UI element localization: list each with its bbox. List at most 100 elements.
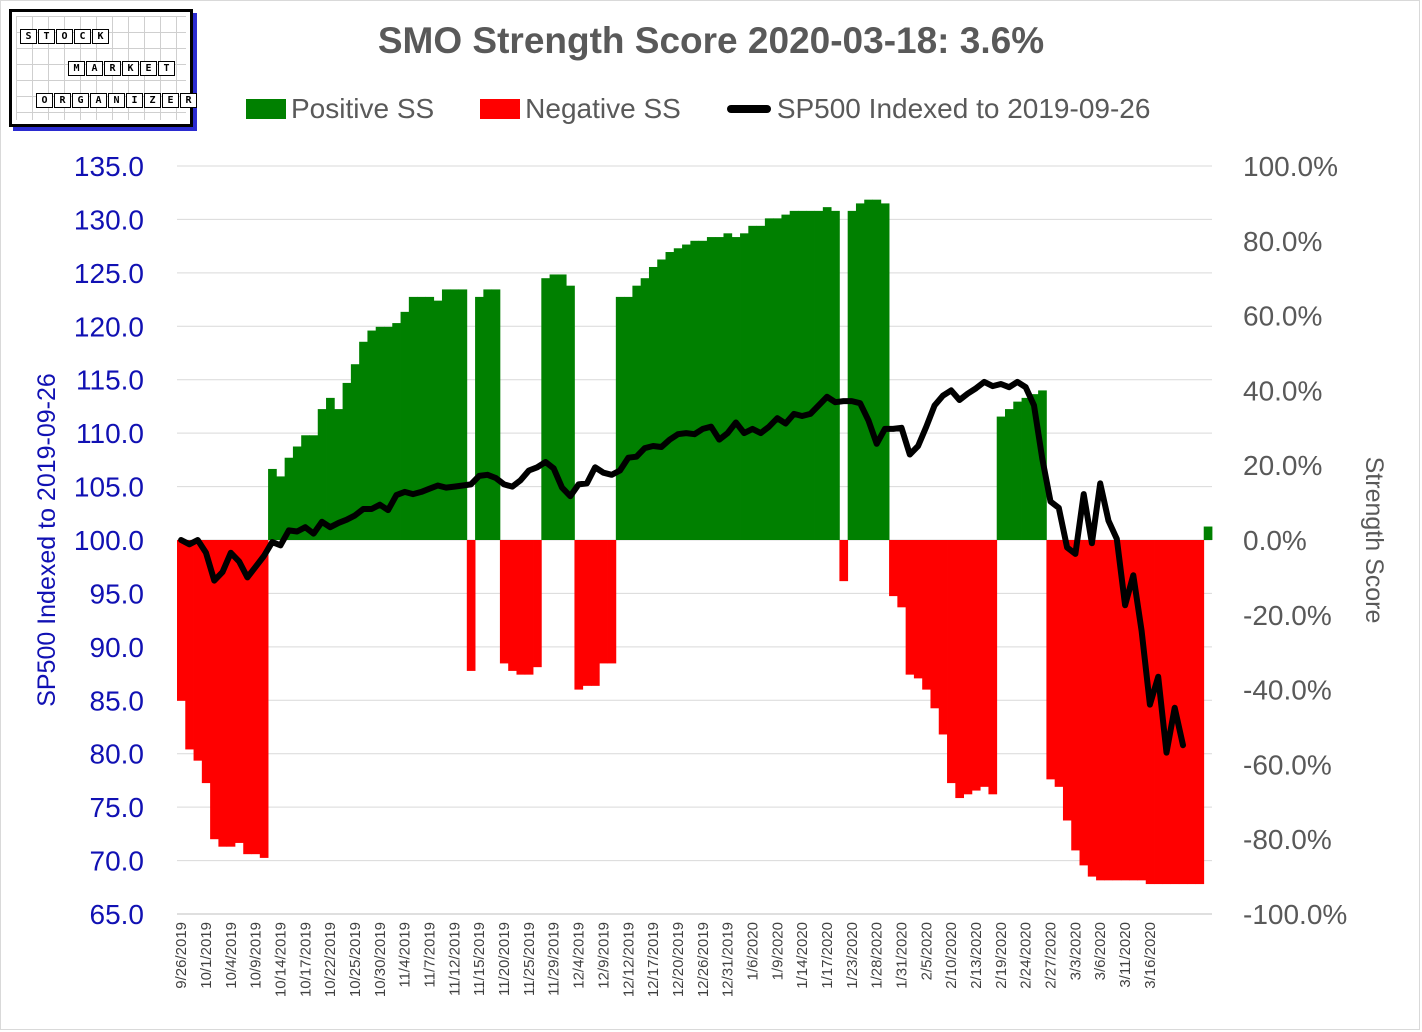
positive-ss-bar xyxy=(334,409,343,540)
x-tick-label: 10/14/2019 xyxy=(273,922,290,997)
negative-ss-bar xyxy=(905,540,915,675)
logo-letter: S xyxy=(20,29,37,44)
x-tick-label: 12/26/2019 xyxy=(695,922,712,997)
negative-ss-bar xyxy=(938,540,948,735)
y-tick-right: -100.0% xyxy=(1243,899,1347,930)
x-tick-label: 1/17/2020 xyxy=(819,922,836,989)
stock-market-organizer-logo: S T O C K M A R K E T O R G A N I Z E R xyxy=(9,9,197,127)
positive-ss-bar xyxy=(872,199,882,540)
positive-ss-bar xyxy=(731,237,741,540)
y-tick-left: 125.0 xyxy=(74,258,144,289)
logo-letter: E xyxy=(162,93,179,108)
negative-ss-bar xyxy=(607,540,617,664)
positive-ss-bar xyxy=(764,218,774,541)
y-tick-right: 20.0% xyxy=(1243,450,1322,481)
y-tick-right: 0.0% xyxy=(1243,525,1307,556)
x-tick-label: 11/25/2019 xyxy=(521,922,538,996)
x-tick-label: 12/31/2019 xyxy=(720,922,737,997)
positive-ss-bar xyxy=(880,203,890,540)
negative-ss-bar xyxy=(591,540,600,686)
positive-ss-bar xyxy=(392,323,401,540)
negative-ss-bar xyxy=(201,540,211,784)
negative-ss-bar xyxy=(234,540,244,843)
logo-row-organizer: O R G A N I Z E R xyxy=(36,93,198,108)
negative-ss-bar xyxy=(582,540,592,686)
negative-ss-bar xyxy=(1129,540,1138,881)
positive-ss-bar xyxy=(864,199,873,540)
y-tick-left: 70.0 xyxy=(90,846,145,877)
y-tick-right: 60.0% xyxy=(1243,301,1322,332)
positive-ss-bar xyxy=(541,278,550,540)
logo-letter: K xyxy=(122,61,139,76)
positive-ss-bar xyxy=(417,296,426,540)
x-tick-label: 11/7/2019 xyxy=(422,922,439,988)
negative-ss-bar xyxy=(889,540,898,597)
x-tick-label: 12/20/2019 xyxy=(670,922,687,997)
y-tick-left: 95.0 xyxy=(90,578,145,609)
positive-ss-bar xyxy=(698,240,708,541)
x-tick-label: 10/30/2019 xyxy=(372,922,389,997)
negative-ss-bar xyxy=(1046,540,1056,780)
logo-letter: R xyxy=(180,93,197,108)
x-tick-label: 10/1/2019 xyxy=(198,922,215,989)
positive-ss-bar xyxy=(400,311,410,540)
y-tick-right: -60.0% xyxy=(1243,749,1332,780)
negative-ss-bar xyxy=(930,540,940,709)
negative-ss-bar xyxy=(226,540,236,847)
legend-swatch-positive xyxy=(246,99,286,119)
positive-ss-bar xyxy=(309,435,319,540)
negative-ss-bar xyxy=(466,540,476,671)
positive-ss-bar xyxy=(814,210,824,540)
y-tick-left: 130.0 xyxy=(74,204,144,235)
y-tick-right: 40.0% xyxy=(1243,375,1322,406)
x-tick-label: 3/16/2020 xyxy=(1142,922,1159,989)
positive-ss-bar xyxy=(549,274,559,540)
positive-ss-bar xyxy=(615,296,625,540)
positive-ss-bar xyxy=(284,457,294,540)
negative-ss-bar xyxy=(913,540,923,679)
positive-ss-bar xyxy=(690,240,700,541)
positive-ss-bar xyxy=(326,397,335,540)
logo-row-stock: S T O C K xyxy=(20,29,110,44)
negative-ss-bar xyxy=(1054,540,1064,787)
logo-letter: O xyxy=(56,29,73,44)
positive-ss-bar xyxy=(748,225,757,540)
negative-ss-bar xyxy=(499,540,509,664)
positive-ss-bar xyxy=(1005,409,1014,540)
y-tick-left: 120.0 xyxy=(74,311,144,342)
negative-ss-bar xyxy=(251,540,261,855)
positive-ss-bar xyxy=(475,296,484,540)
chart-title: SMO Strength Score 2020-03-18: 3.6% xyxy=(377,20,1045,61)
positive-ss-bar xyxy=(483,289,493,540)
x-tick-label: 11/20/2019 xyxy=(496,922,513,996)
positive-ss-bar xyxy=(773,218,782,541)
negative-ss-bar xyxy=(524,540,534,675)
negative-ss-bar xyxy=(1071,540,1080,851)
logo-letter: Z xyxy=(144,93,161,108)
negative-ss-bar xyxy=(210,540,219,840)
positive-ss-bar xyxy=(301,435,310,540)
y-axis-left-label: SP500 Indexed to 2019-09-26 xyxy=(33,373,61,707)
x-tick-label: 2/13/2020 xyxy=(968,922,985,989)
logo-letter: A xyxy=(86,61,103,76)
negative-ss-bar xyxy=(971,540,981,791)
legend-label-negative: Negative SS xyxy=(525,93,681,124)
legend-item-sp500: SP500 Indexed to 2019-09-26 xyxy=(726,93,1151,125)
x-tick-label: 2/24/2020 xyxy=(1018,922,1035,989)
y-tick-left: 135.0 xyxy=(74,151,144,182)
negative-ss-bar xyxy=(1195,540,1205,885)
y-tick-right: 100.0% xyxy=(1243,151,1338,182)
legend-label-sp500: SP500 Indexed to 2019-09-26 xyxy=(776,93,1151,124)
positive-ss-bar xyxy=(317,409,327,540)
x-tick-label: 3/11/2020 xyxy=(1117,922,1134,988)
x-tick-label: 1/28/2020 xyxy=(869,922,886,989)
x-tick-label: 10/9/2019 xyxy=(248,922,265,989)
positive-ss-bar xyxy=(359,341,368,540)
y-axis-right-label: Strength Score xyxy=(1360,457,1388,624)
legend-label-positive: Positive SS xyxy=(291,93,435,124)
negative-ss-bar xyxy=(599,540,608,664)
y-tick-right: -20.0% xyxy=(1243,600,1332,631)
x-tick-label: 1/6/2020 xyxy=(745,922,762,980)
y-tick-left: 75.0 xyxy=(90,792,145,823)
